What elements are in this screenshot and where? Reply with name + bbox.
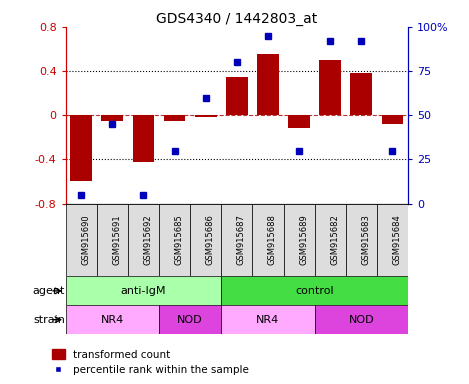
Text: NOD: NOD <box>348 314 374 325</box>
Text: GSM915688: GSM915688 <box>268 215 277 265</box>
Text: GSM915691: GSM915691 <box>113 215 121 265</box>
Bar <box>133 115 154 162</box>
Bar <box>66 276 221 305</box>
Text: GSM915684: GSM915684 <box>393 215 401 265</box>
Bar <box>226 76 248 115</box>
Bar <box>221 305 315 334</box>
Text: GSM915682: GSM915682 <box>330 215 339 265</box>
Text: control: control <box>295 286 334 296</box>
Bar <box>315 204 346 276</box>
Text: GSM915686: GSM915686 <box>206 215 215 265</box>
Bar <box>284 204 315 276</box>
Bar <box>70 115 92 182</box>
Text: agent: agent <box>33 286 65 296</box>
Bar <box>377 204 408 276</box>
Bar <box>159 204 190 276</box>
Bar <box>257 55 279 115</box>
Bar <box>101 115 123 121</box>
Bar <box>97 204 128 276</box>
Bar <box>66 305 159 334</box>
Text: GSM915685: GSM915685 <box>174 215 183 265</box>
Bar <box>221 276 408 305</box>
Bar <box>128 204 159 276</box>
Bar <box>315 305 408 334</box>
Bar <box>288 115 310 128</box>
Text: GSM915690: GSM915690 <box>81 215 90 265</box>
Text: GSM915683: GSM915683 <box>361 215 371 265</box>
Title: GDS4340 / 1442803_at: GDS4340 / 1442803_at <box>156 12 318 26</box>
Text: anti-IgM: anti-IgM <box>121 286 166 296</box>
Bar <box>159 305 221 334</box>
Text: NR4: NR4 <box>257 314 280 325</box>
Bar <box>382 115 403 124</box>
Bar <box>221 204 252 276</box>
Text: NR4: NR4 <box>101 314 124 325</box>
Bar <box>346 204 377 276</box>
Bar <box>164 115 185 121</box>
Legend: transformed count, percentile rank within the sample: transformed count, percentile rank withi… <box>52 349 249 375</box>
Bar <box>195 115 217 118</box>
Text: strain: strain <box>33 314 65 325</box>
Bar <box>319 60 341 115</box>
Text: GSM915687: GSM915687 <box>237 215 246 265</box>
Text: GSM915689: GSM915689 <box>299 215 308 265</box>
Bar <box>66 204 97 276</box>
Bar <box>252 204 284 276</box>
Text: NOD: NOD <box>177 314 203 325</box>
Bar <box>190 204 221 276</box>
Bar <box>350 73 372 115</box>
Text: GSM915692: GSM915692 <box>144 215 152 265</box>
